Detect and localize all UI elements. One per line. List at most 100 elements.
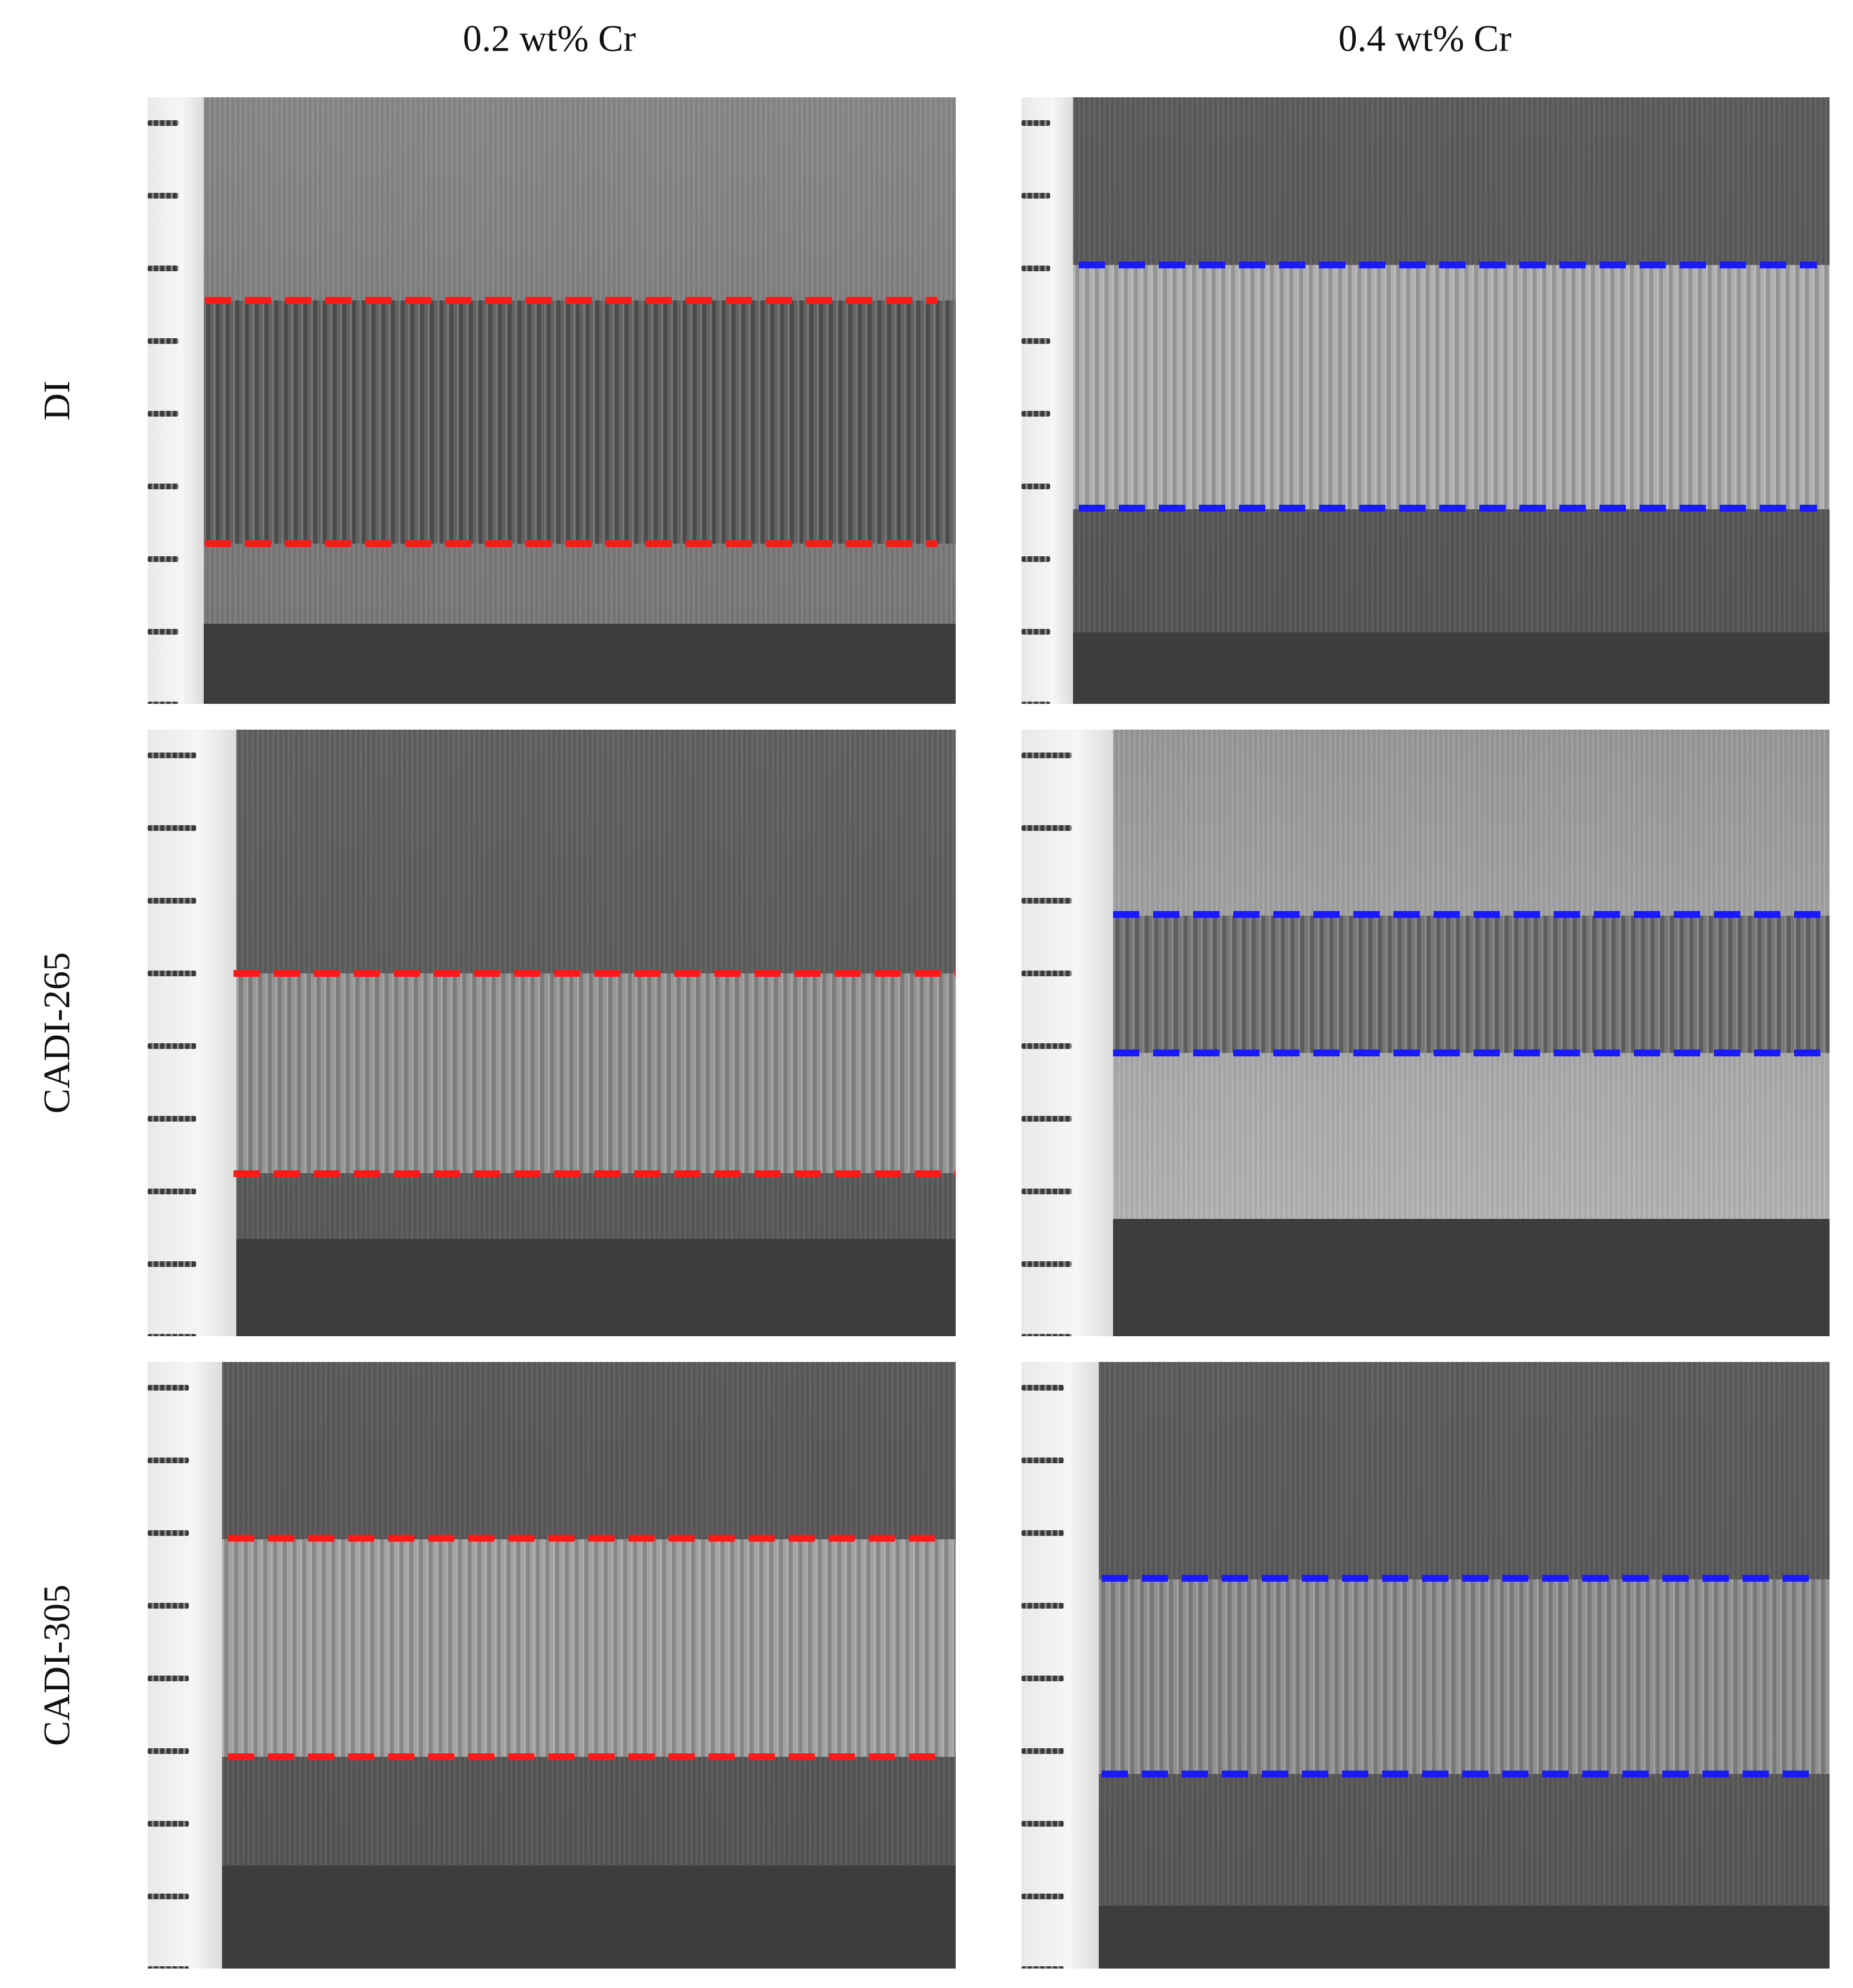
- wear-boundary-top-line: [1102, 1575, 1817, 1582]
- ruler-tick: [148, 1821, 189, 1827]
- ruler-tick: [1021, 193, 1050, 199]
- background-band: [204, 624, 956, 704]
- micrograph-cadi-265-0-4-cr: [1021, 730, 1830, 1336]
- ruler-tick: [1021, 1894, 1064, 1899]
- ruler-scale: [1021, 730, 1113, 1336]
- ruler-tick: [148, 266, 179, 271]
- ruler-tick: [1021, 1748, 1064, 1754]
- column-label-0-4-cr: 0.4 wt% Cr: [1338, 18, 1512, 60]
- background-band: [1113, 1219, 1830, 1336]
- ruler-tick: [1021, 1603, 1064, 1609]
- ruler-tick: [148, 825, 197, 831]
- ruler-tick: [1021, 702, 1050, 704]
- wear-boundary-top-line: [228, 1535, 949, 1542]
- background-band: [1073, 632, 1830, 704]
- ruler-tick: [1021, 1116, 1072, 1122]
- ruler-tick: [1021, 825, 1072, 831]
- wear-boundary-bottom-line: [1102, 1771, 1817, 1777]
- ruler-tick: [1021, 898, 1072, 904]
- wear-track: [222, 1539, 956, 1757]
- ruler-tick: [1021, 1530, 1064, 1536]
- ruler-tick: [1021, 266, 1050, 271]
- ruler-tick: [148, 1894, 189, 1899]
- ruler-tick: [1021, 1458, 1064, 1463]
- micrograph-cadi-265-0-2-cr: [148, 730, 956, 1336]
- specimen-surface: [1113, 730, 1830, 1219]
- ruler-scale: [148, 730, 236, 1336]
- wear-track: [1099, 1579, 1830, 1774]
- ruler-tick: [148, 753, 197, 758]
- ruler-tick: [148, 120, 179, 126]
- ruler-tick: [148, 1966, 189, 1969]
- ruler-tick: [1021, 1043, 1072, 1049]
- ruler-scale: [148, 1362, 222, 1969]
- row-label-cadi-265: CADI-265: [36, 952, 78, 1114]
- ruler-tick: [1021, 1676, 1064, 1681]
- wear-boundary-bottom-line: [205, 540, 937, 547]
- ruler-tick: [148, 1334, 197, 1336]
- ruler-tick: [1021, 1385, 1064, 1391]
- ruler-tick: [148, 1043, 197, 1049]
- micrograph-di-0-4-cr: [1021, 97, 1830, 704]
- micrograph-di-0-2-cr: [148, 97, 956, 704]
- ruler-scale: [1021, 97, 1073, 704]
- ruler-scale: [1021, 1362, 1099, 1969]
- ruler-tick: [148, 1189, 197, 1194]
- ruler-tick: [1021, 556, 1050, 562]
- wear-track: [204, 300, 956, 544]
- wear-boundary-bottom-line: [1113, 1050, 1830, 1056]
- ruler-tick: [148, 1385, 189, 1391]
- ruler-tick: [1021, 411, 1050, 417]
- ruler-tick: [1021, 1334, 1072, 1336]
- ruler-tick: [148, 629, 179, 635]
- ruler-tick: [1021, 120, 1050, 126]
- background-band: [222, 1866, 956, 1969]
- wear-boundary-top-line: [1079, 262, 1817, 268]
- specimen-surface: [1073, 97, 1830, 632]
- ruler-tick: [1021, 1189, 1072, 1194]
- wear-boundary-bottom-line: [1079, 505, 1817, 512]
- ruler-tick: [1021, 753, 1072, 758]
- ruler-tick: [1021, 1821, 1064, 1827]
- ruler-tick: [148, 1261, 197, 1267]
- wear-boundary-top-line: [1113, 911, 1830, 918]
- wear-boundary-top-line: [233, 970, 956, 977]
- ruler-tick: [148, 1603, 189, 1609]
- ruler-tick: [148, 556, 179, 562]
- ruler-scale: [148, 97, 204, 704]
- wear-track: [236, 973, 956, 1173]
- ruler-tick: [1021, 1261, 1072, 1267]
- micrograph-cadi-305-0-4-cr: [1021, 1362, 1830, 1969]
- ruler-tick: [148, 1676, 189, 1681]
- wear-boundary-bottom-line: [233, 1170, 956, 1177]
- wear-track: [1113, 916, 1830, 1053]
- background-band: [236, 1239, 956, 1336]
- ruler-tick: [1021, 338, 1050, 344]
- ruler-tick: [1021, 1966, 1064, 1969]
- ruler-tick: [148, 898, 197, 904]
- ruler-tick: [1021, 629, 1050, 635]
- wear-boundary-bottom-line: [228, 1753, 949, 1760]
- ruler-tick: [148, 1116, 197, 1122]
- background-band: [1099, 1906, 1830, 1969]
- row-label-di: DI: [36, 381, 78, 421]
- ruler-tick: [148, 338, 179, 344]
- specimen-surface: [236, 730, 956, 1239]
- ruler-tick: [148, 411, 179, 417]
- ruler-tick: [148, 971, 197, 976]
- ruler-tick: [1021, 971, 1072, 976]
- ruler-tick: [148, 484, 179, 489]
- specimen-surface: [204, 97, 956, 624]
- ruler-tick: [148, 193, 179, 199]
- ruler-tick: [148, 1458, 189, 1463]
- ruler-tick: [148, 702, 179, 704]
- column-label-0-2-cr: 0.2 wt% Cr: [462, 18, 636, 60]
- wear-boundary-top-line: [205, 297, 937, 304]
- specimen-surface: [222, 1362, 956, 1866]
- specimen-surface: [1099, 1362, 1830, 1906]
- wear-track: [1073, 265, 1830, 509]
- row-label-cadi-305: CADI-305: [36, 1584, 78, 1747]
- ruler-tick: [1021, 484, 1050, 489]
- micrograph-cadi-305-0-2-cr: [148, 1362, 956, 1969]
- ruler-tick: [148, 1748, 189, 1754]
